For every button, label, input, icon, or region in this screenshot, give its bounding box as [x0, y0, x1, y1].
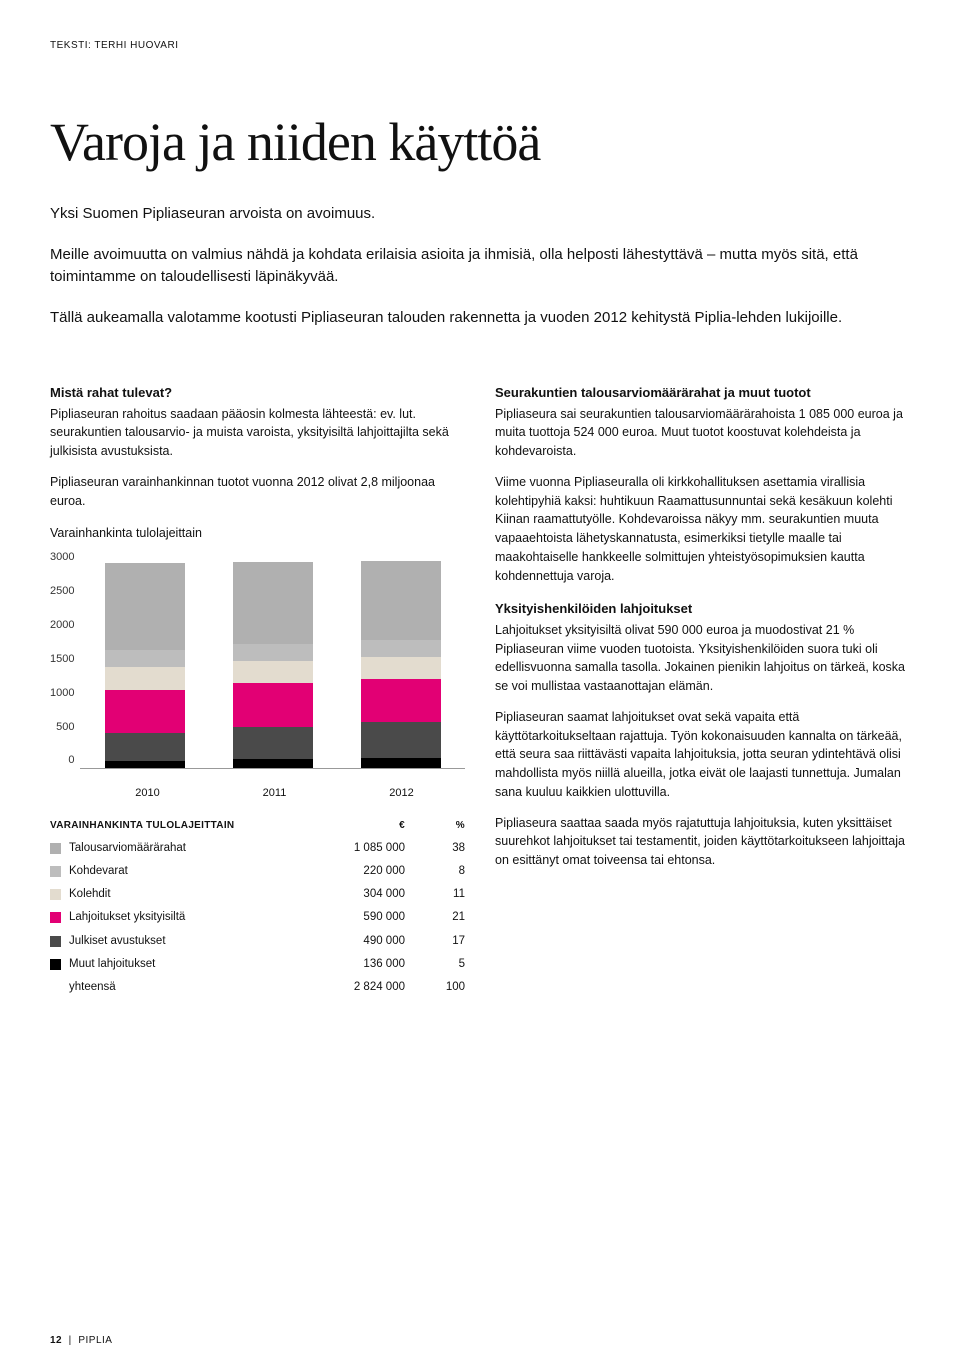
- row-pct: 11: [405, 886, 465, 903]
- byline: TEKSTI: TERHI HUOVARI: [50, 40, 910, 51]
- bar-seg-muut: [105, 761, 185, 768]
- row-eur: 1 085 000: [315, 840, 405, 857]
- stacked-bar-chart: 3000 2500 2000 1500 1000 500 0: [50, 549, 465, 769]
- right-para-4: Pipliaseuran saamat lahjoitukset ovat se…: [495, 708, 910, 802]
- table-row: Muut lahjoitukset136 0005: [50, 953, 465, 976]
- bar-seg-kohdevarat: [361, 640, 441, 656]
- row-swatch: [50, 843, 61, 854]
- row-swatch: [50, 889, 61, 900]
- bar-seg-julkiset: [105, 733, 185, 761]
- row-pct: 38: [405, 840, 465, 857]
- total-swatch: [50, 982, 61, 993]
- y-tick: 0: [68, 752, 74, 769]
- right-heading-1: Seurakuntien talousarviomäärärahat ja mu…: [495, 383, 910, 403]
- right-para-1: Pipliaseura sai seurakuntien talousarvio…: [495, 405, 910, 461]
- x-tick: 2011: [235, 785, 315, 802]
- row-label: Kolehdit: [69, 886, 315, 903]
- table-row: Julkiset avustukset490 00017: [50, 930, 465, 953]
- left-para-1: Pipliaseuran rahoitus saadaan pääosin ko…: [50, 405, 465, 461]
- y-tick: 1000: [50, 685, 74, 702]
- row-label: Kohdevarat: [69, 863, 315, 880]
- bar-seg-kolehdit: [361, 657, 441, 679]
- row-eur: 590 000: [315, 909, 405, 926]
- right-para-2: Viime vuonna Pipliaseuralla oli kirkkoha…: [495, 473, 910, 586]
- row-eur: 136 000: [315, 956, 405, 973]
- row-label: Julkiset avustukset: [69, 933, 315, 950]
- y-tick: 500: [56, 719, 74, 736]
- left-para-2: Pipliaseuran varainhankinnan tuotot vuon…: [50, 473, 465, 511]
- bar-seg-julkiset: [233, 727, 313, 759]
- bar-seg-muut: [361, 758, 441, 768]
- row-pct: 21: [405, 909, 465, 926]
- chart-plot-area: [80, 549, 465, 769]
- bar-seg-kohdevarat: [233, 644, 313, 661]
- bar-seg-julkiset: [361, 722, 441, 758]
- table-row: Talousarviomäärärahat1 085 00038: [50, 837, 465, 860]
- x-tick: 2012: [362, 785, 442, 802]
- bar-seg-talousarvio: [361, 561, 441, 641]
- left-column: Mistä rahat tulevat? Pipliaseuran rahoit…: [50, 369, 465, 999]
- bar-seg-kolehdit: [233, 661, 313, 683]
- total-pct: 100: [405, 979, 465, 996]
- row-label: Lahjoitukset yksityisiltä: [69, 909, 315, 926]
- lead-paragraph-2: Meille avoimuutta on valmius nähdä ja ko…: [50, 244, 880, 289]
- bar-seg-talousarvio: [105, 563, 185, 650]
- bar-seg-yksityis: [233, 683, 313, 727]
- y-tick: 2000: [50, 617, 74, 634]
- y-tick: 2500: [50, 583, 74, 600]
- chart-x-axis: 2010 2011 2012: [50, 785, 465, 802]
- table-header-label: varainhankinta tulolajeittain: [50, 818, 315, 833]
- chart-title: Varainhankinta tulolajeittain: [50, 524, 465, 543]
- row-label: Talousarviomäärärahat: [69, 840, 315, 857]
- table-row: Lahjoitukset yksityisiltä590 00021: [50, 906, 465, 929]
- lead-paragraph-1: Yksi Suomen Pipliaseuran arvoista on avo…: [50, 203, 880, 226]
- right-para-3: Lahjoitukset yksityisiltä olivat 590 000…: [495, 621, 910, 696]
- bar-seg-yksityis: [361, 679, 441, 722]
- total-eur: 2 824 000: [315, 979, 405, 996]
- y-tick: 3000: [50, 549, 74, 566]
- bar-2011: [233, 562, 313, 768]
- bar-2010: [105, 563, 185, 768]
- funding-table: varainhankinta tulolajeittain € % Talous…: [50, 818, 465, 1000]
- row-swatch: [50, 936, 61, 947]
- row-swatch: [50, 866, 61, 877]
- bar-seg-talousarvio: [233, 562, 313, 645]
- row-label: Muut lahjoitukset: [69, 956, 315, 973]
- right-para-5: Pipliaseura saattaa saada myös rajatuttu…: [495, 814, 910, 870]
- right-column: Seurakuntien talousarviomäärärahat ja mu…: [495, 369, 910, 999]
- row-swatch: [50, 912, 61, 923]
- page-number: 12: [50, 1335, 62, 1346]
- table-row: Kolehdit304 00011: [50, 883, 465, 906]
- table-header-row: varainhankinta tulolajeittain € %: [50, 818, 465, 837]
- bar-seg-kohdevarat: [105, 650, 185, 667]
- table-row: Kohdevarat220 0008: [50, 860, 465, 883]
- row-eur: 490 000: [315, 933, 405, 950]
- right-heading-2: Yksityishenkilöiden lahjoitukset: [495, 599, 910, 619]
- page-footer: 12 | PIPLIA: [50, 1335, 112, 1346]
- bar-seg-muut: [233, 759, 313, 768]
- chart-y-axis: 3000 2500 2000 1500 1000 500 0: [50, 549, 80, 769]
- row-swatch: [50, 959, 61, 970]
- row-eur: 220 000: [315, 863, 405, 880]
- lead-paragraph-3: Tällä aukeamalla valotamme kootusti Pipl…: [50, 307, 880, 330]
- row-pct: 17: [405, 933, 465, 950]
- bar-seg-yksityis: [105, 690, 185, 733]
- bar-2012: [361, 561, 441, 768]
- total-label: yhteensä: [69, 979, 315, 996]
- x-tick: 2010: [108, 785, 188, 802]
- row-eur: 304 000: [315, 886, 405, 903]
- table-header-eur: €: [315, 818, 405, 833]
- page-title: Varoja ja niiden käyttöä: [50, 111, 910, 173]
- table-header-pct: %: [405, 818, 465, 833]
- left-heading-funding: Mistä rahat tulevat?: [50, 383, 465, 403]
- table-total-row: yhteensä 2 824 000 100: [50, 976, 465, 999]
- y-tick: 1500: [50, 651, 74, 668]
- bar-seg-kolehdit: [105, 667, 185, 690]
- footer-brand: PIPLIA: [78, 1335, 112, 1346]
- row-pct: 5: [405, 956, 465, 973]
- row-pct: 8: [405, 863, 465, 880]
